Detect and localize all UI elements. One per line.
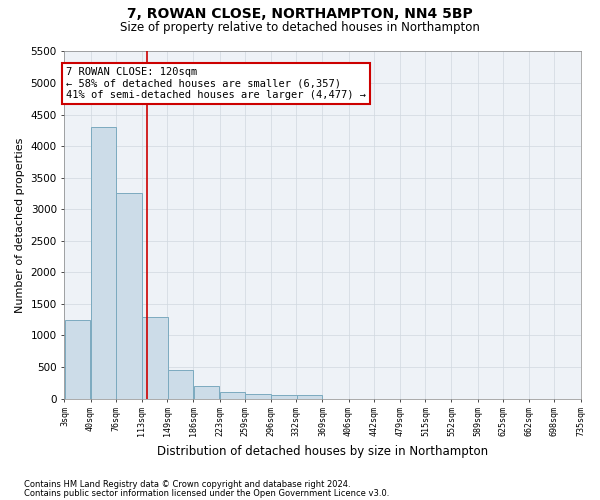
- Text: Contains HM Land Registry data © Crown copyright and database right 2024.: Contains HM Land Registry data © Crown c…: [24, 480, 350, 489]
- Text: Size of property relative to detached houses in Northampton: Size of property relative to detached ho…: [120, 21, 480, 34]
- Bar: [271, 396, 297, 398]
- Text: 7, ROWAN CLOSE, NORTHAMPTON, NN4 5BP: 7, ROWAN CLOSE, NORTHAMPTON, NN4 5BP: [127, 8, 473, 22]
- Bar: [116, 194, 142, 398]
- Bar: [65, 320, 91, 398]
- Bar: [142, 316, 168, 398]
- Y-axis label: Number of detached properties: Number of detached properties: [15, 138, 25, 312]
- Text: 7 ROWAN CLOSE: 120sqm
← 58% of detached houses are smaller (6,357)
41% of semi-d: 7 ROWAN CLOSE: 120sqm ← 58% of detached …: [66, 67, 366, 100]
- Text: Contains public sector information licensed under the Open Government Licence v3: Contains public sector information licen…: [24, 489, 389, 498]
- Bar: [296, 396, 322, 398]
- Bar: [167, 370, 193, 398]
- Bar: [194, 386, 220, 398]
- Bar: [245, 394, 271, 398]
- Bar: [91, 127, 116, 398]
- X-axis label: Distribution of detached houses by size in Northampton: Distribution of detached houses by size …: [157, 444, 488, 458]
- Bar: [220, 392, 245, 398]
